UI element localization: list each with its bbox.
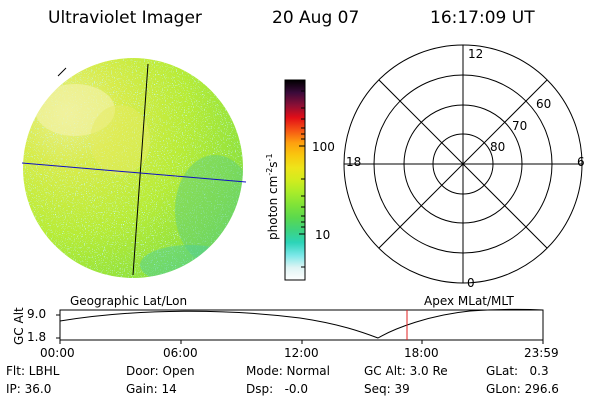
- instrument-title: Ultraviolet Imager: [48, 8, 202, 28]
- timeline-ytick-9: 9.0: [27, 307, 47, 321]
- observation-date: 20 Aug 07: [272, 8, 360, 28]
- altitude-curve: [59, 308, 544, 339]
- status-seq: Seq: 39: [364, 382, 410, 396]
- timeline-xtick-2359: 23:59: [524, 346, 559, 360]
- timeline-xtick-0000: 00:00: [40, 346, 75, 360]
- timeline-xtick-1800: 18:00: [404, 346, 439, 360]
- timeline-plot: [56, 308, 544, 344]
- timeline-frame: [59, 309, 544, 341]
- status-filter: Flt: LBHL: [6, 364, 60, 378]
- timeline-right-label: Apex MLat/MLT: [424, 294, 514, 308]
- observation-time: 16:17:09 UT: [430, 8, 535, 28]
- status-gc-alt: GC Alt: 3.0 Re: [364, 364, 448, 378]
- status-glon: GLon: 296.6: [486, 382, 559, 396]
- mlt-line-diag-2: [378, 79, 548, 249]
- status-gain: Gain: 14: [126, 382, 177, 396]
- lat-label-60: 60: [536, 97, 552, 111]
- timeline-left-label: Geographic Lat/Lon: [70, 294, 188, 308]
- timeline-yaxis-title: GC Alt: [12, 307, 26, 345]
- polar-grid: [343, 44, 583, 284]
- colorbar: [284, 79, 306, 281]
- timeline-xtick-0600: 06:00: [163, 346, 198, 360]
- uv-image-disk: [21, 58, 247, 278]
- colorbar-tick-label-10: 10: [315, 228, 331, 242]
- mlt-label-12: 12: [468, 47, 484, 61]
- mlt-label-18: 18: [346, 155, 362, 169]
- timeline-xtick-1200: 12:00: [284, 346, 319, 360]
- mlt-label-0: 0: [467, 276, 475, 290]
- status-door: Door: Open: [126, 364, 195, 378]
- colorbar-tick-label-100: 100: [312, 140, 335, 154]
- status-mode: Mode: Normal: [246, 364, 330, 378]
- lat-label-70: 70: [512, 119, 528, 133]
- timeline-ytick-1.8: 1.8: [27, 330, 47, 344]
- lat-label-80: 80: [490, 140, 506, 154]
- status-dsp: Dsp: -0.0: [246, 382, 309, 396]
- meridian-line: [132, 63, 149, 276]
- mlt-label-6: 6: [577, 155, 585, 169]
- status-ip: IP: 36.0: [6, 382, 52, 396]
- equator-line: [21, 162, 247, 183]
- colorbar-unit-label: photon cm-2s-1: [265, 153, 280, 240]
- status-glat: GLat: 0.3: [486, 364, 549, 378]
